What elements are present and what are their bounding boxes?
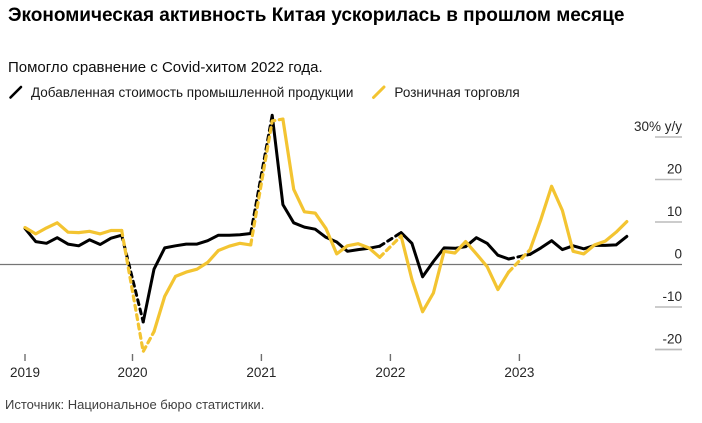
industrial-production-line <box>270 113 382 253</box>
legend-item-industrial-production: Добавленная стоимость промышленной проду… <box>8 84 353 100</box>
retail-trade-line <box>23 221 124 236</box>
x-axis-label: 2021 <box>246 365 276 380</box>
legend-label-industrial-production: Добавленная стоимость промышленной проду… <box>31 84 354 100</box>
retail-trade-line <box>120 228 156 354</box>
industrial-production-line <box>507 252 532 261</box>
y-axis-label: 0 <box>674 247 682 262</box>
yellow-line-swatch-icon <box>372 85 386 99</box>
y-axis-label: 30% y/y <box>634 119 682 134</box>
industrial-production-line <box>399 231 511 279</box>
black-line-swatch-icon <box>9 85 23 99</box>
y-axis-label: 10 <box>667 204 682 219</box>
retail-trade-line <box>399 234 511 314</box>
x-axis-label: 2019 <box>10 365 40 380</box>
legend-item-retail-trade: Розничная торговля <box>371 84 520 100</box>
retail-trade-line <box>152 241 253 334</box>
retail-trade-line <box>378 234 403 259</box>
y-axis-label: -10 <box>662 289 682 304</box>
y-axis-label: -20 <box>662 332 682 347</box>
retail-trade-line <box>528 184 629 256</box>
source-note: Источник: Национальное бюро статистики. <box>5 397 265 412</box>
x-axis-label: 2023 <box>504 365 534 380</box>
industrial-production-line <box>528 234 629 256</box>
legend-label-retail-trade: Розничная торговля <box>394 84 520 100</box>
retail-trade-line <box>507 248 532 274</box>
legend: Добавленная стоимость промышленной проду… <box>8 84 520 100</box>
industrial-production-line <box>141 232 253 324</box>
x-axis-label: 2020 <box>117 365 147 380</box>
chart-subtitle: Помогло сравнение с Covid-хитом 2022 год… <box>8 59 323 76</box>
industrial-production-line <box>23 226 124 248</box>
retail-trade-line <box>281 117 382 259</box>
chart-title: Экономическая активность Китая ускорилас… <box>8 5 625 26</box>
x-axis-label: 2022 <box>375 365 405 380</box>
retail-trade-line <box>249 117 285 247</box>
industrial-production-line <box>378 231 403 248</box>
y-axis-label: 20 <box>667 162 682 177</box>
black-line-swatch-stroke <box>9 85 23 99</box>
yellow-line-swatch-stroke <box>372 85 386 99</box>
